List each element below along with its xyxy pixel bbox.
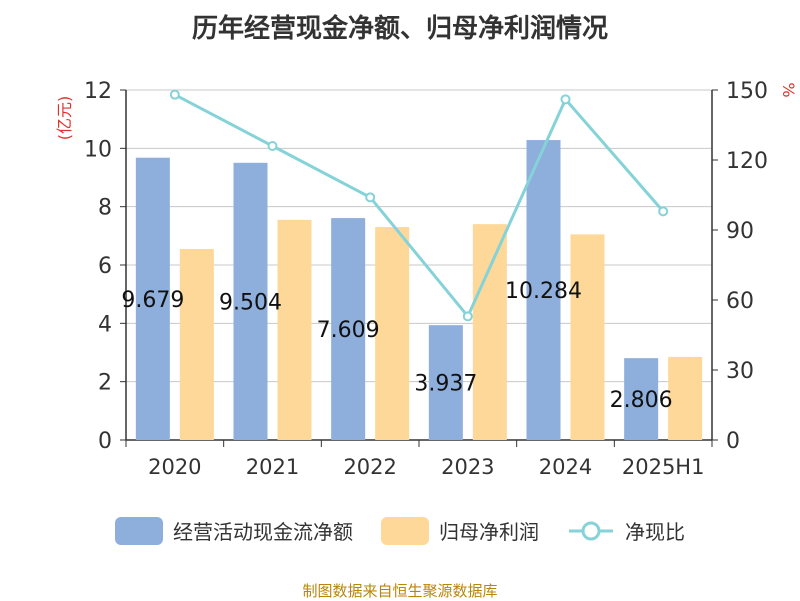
data-label-cash-flow: 2.806 [610, 388, 673, 413]
y-left-unit-label: (亿元) [55, 96, 74, 141]
data-label-cash-flow: 3.937 [414, 372, 477, 397]
bar-cash-flow [331, 218, 366, 440]
line-ratio [174, 93, 665, 318]
x-tick-label: 2023 [441, 455, 494, 479]
bar-net-profit [472, 224, 507, 440]
legend-swatch-cash-flow [115, 516, 163, 545]
y-right-tick-label: 90 [726, 219, 754, 244]
y-right-tick-label: 30 [726, 359, 754, 384]
data-label-cash-flow: 7.609 [317, 318, 380, 343]
y-right-tick-label: 60 [726, 289, 754, 314]
x-tick-label: 2024 [539, 455, 592, 479]
data-label-cash-flow: 9.504 [219, 290, 282, 315]
x-tick-label: 2021 [246, 455, 299, 479]
y-left-tick-label: 0 [98, 429, 112, 454]
bar-net-profit [277, 219, 312, 440]
bar-net-profit [179, 248, 214, 440]
point-ratio [267, 141, 278, 151]
x-tick-label: 2022 [343, 455, 396, 479]
point-ratio [560, 94, 571, 105]
legend: 经营活动现金流净额 归母净利润 净现比 [0, 516, 800, 545]
legend-item-net-profit[interactable]: 归母净利润 [381, 516, 539, 545]
y-right-tick-label: 120 [726, 149, 768, 174]
x-tick-label: 2025H1 [622, 455, 705, 479]
legend-label-cash-flow: 经营活动现金流净额 [173, 520, 353, 544]
point-ratio [462, 311, 473, 322]
point-ratio [365, 192, 376, 203]
bar-net-profit [668, 356, 703, 440]
y-left-tick-label: 8 [98, 196, 112, 221]
source-note: 制图数据来自恒生聚源数据库 [302, 582, 498, 600]
bar-cash-flow [135, 157, 170, 440]
legend-item-ratio[interactable]: 净现比 [567, 516, 685, 545]
legend-label-ratio: 净现比 [625, 520, 685, 544]
point-ratio [658, 206, 669, 217]
legend-item-cash-flow[interactable]: 经营活动现金流净额 [115, 516, 353, 545]
bar-cash-flow [428, 325, 463, 440]
legend-swatch-net-profit [381, 516, 429, 545]
bar-cash-flow [526, 140, 561, 441]
y-right-unit-label: % [779, 82, 798, 97]
y-left-tick-label: 2 [98, 371, 112, 396]
y-right-tick-label: 150 [726, 79, 768, 104]
data-label-cash-flow: 9.679 [121, 288, 184, 313]
bar-cash-flow [233, 162, 268, 441]
point-ratio [169, 89, 180, 100]
y-left-tick-label: 4 [98, 312, 112, 337]
chart-title: 历年经营现金净额、归母净利润情况 [191, 14, 608, 44]
y-left-tick-label: 6 [98, 254, 112, 279]
legend-label-net-profit: 归母净利润 [439, 520, 539, 544]
bar-net-profit [375, 227, 410, 440]
y-left-tick-label: 12 [84, 79, 112, 104]
data-label-cash-flow: 10.284 [505, 279, 582, 304]
legend-swatch-ratio [567, 517, 615, 545]
bar-net-profit [570, 234, 605, 440]
bar-cash-flow [624, 358, 659, 440]
y-left-tick-label: 10 [84, 137, 112, 162]
x-tick-label: 2020 [148, 455, 201, 479]
y-right-tick-label: 0 [726, 429, 740, 454]
